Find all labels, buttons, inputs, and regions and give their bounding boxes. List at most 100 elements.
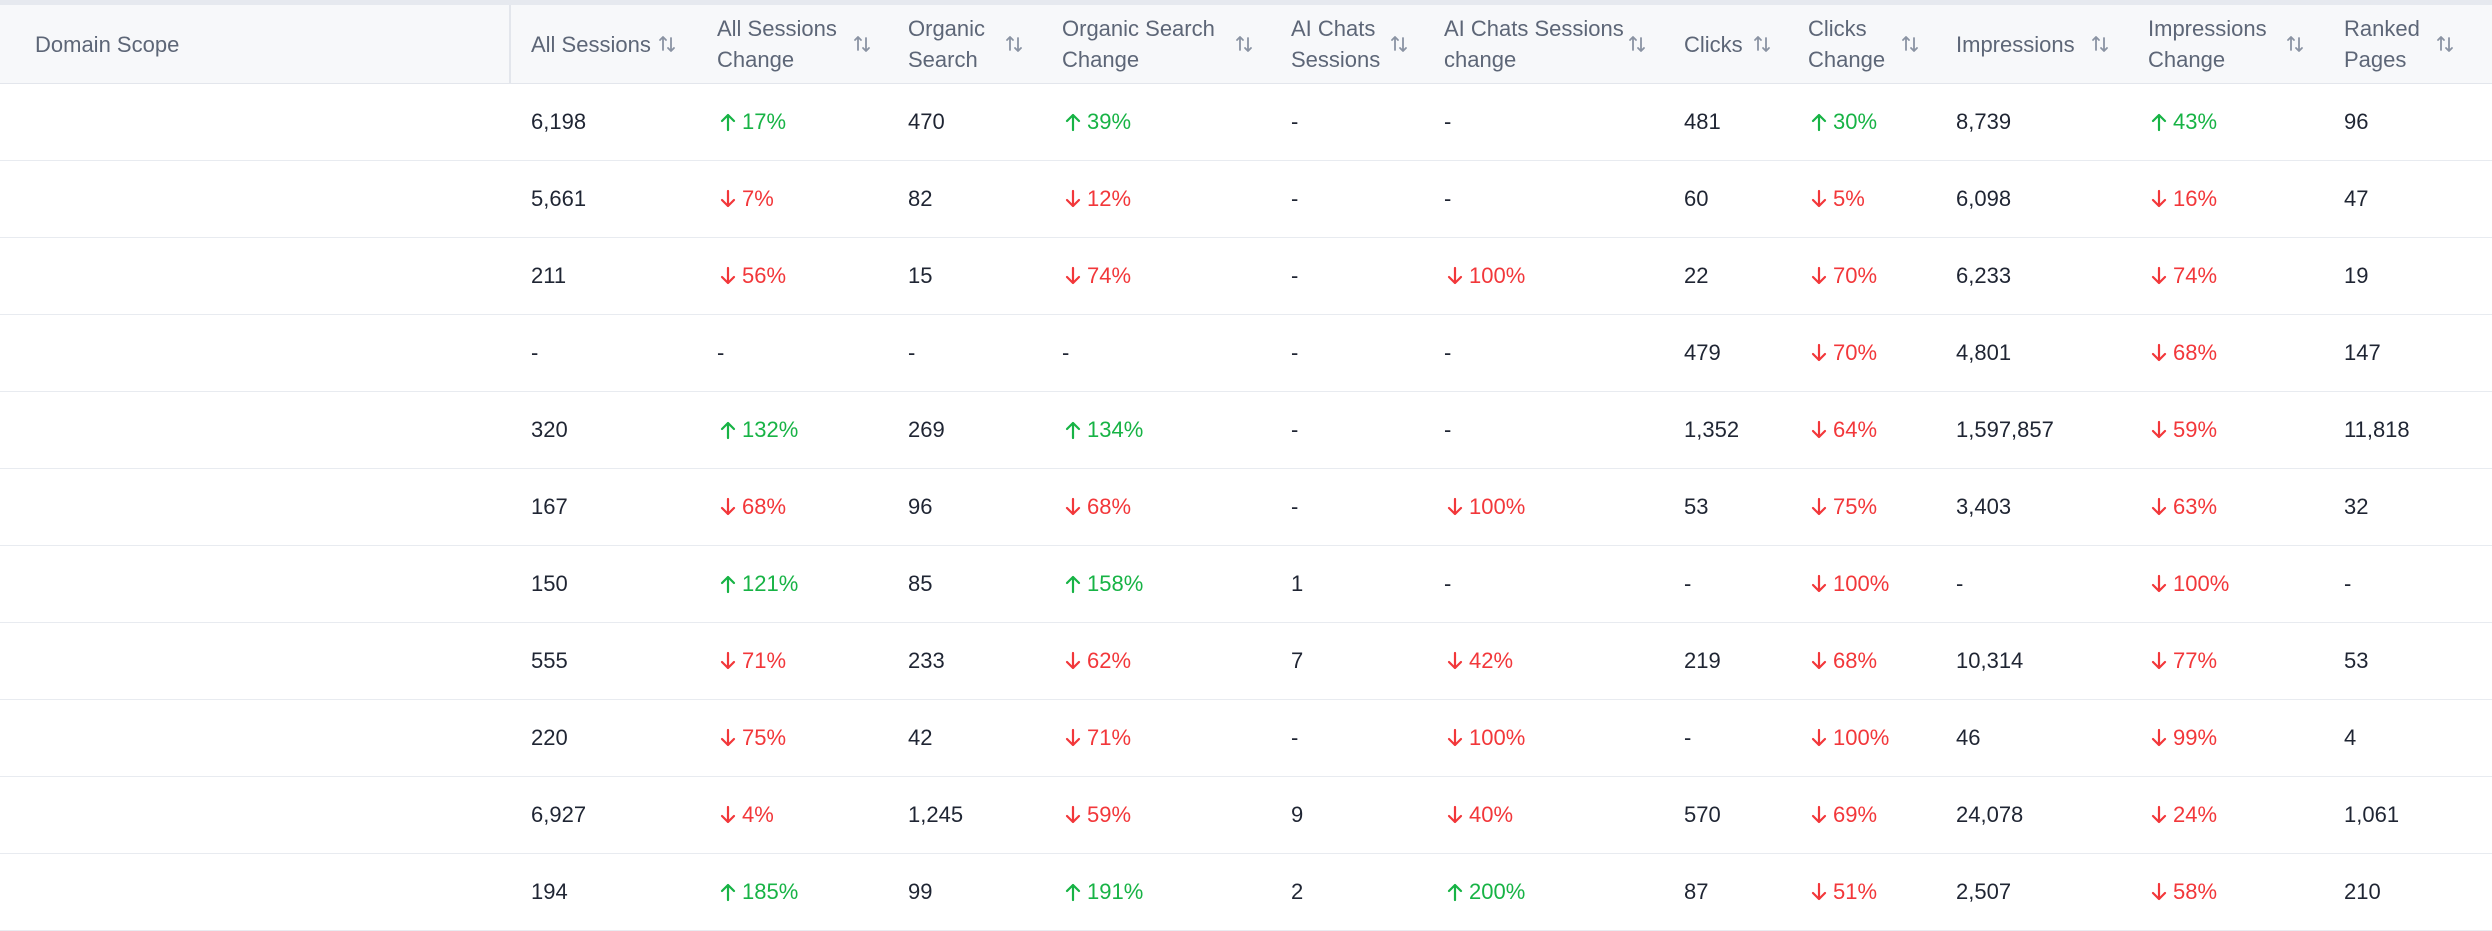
clicks-cell: - <box>1684 725 1692 750</box>
arrow-down-icon <box>717 650 742 672</box>
table-body: 6,198 17% 470 39% - - 481 30% 8,739 43% 96 5,661 7% 8… <box>0 84 2492 931</box>
sort-arrows-icon[interactable] <box>1899 33 1921 55</box>
change-value: 70% <box>1833 263 1878 288</box>
column-header-ranked-pages[interactable]: Ranked Pages <box>2344 5 2464 83</box>
clicks-change-cell: 100% <box>1808 700 1889 776</box>
table-row[interactable]: 5,661 7% 82 12% - - 60 5% 6,098 16% 47 <box>0 161 2492 238</box>
arrow-down-icon <box>2148 650 2173 672</box>
table-row[interactable]: 6,198 17% 470 39% - - 481 30% 8,739 43% 96 <box>0 84 2492 161</box>
column-header-clicks-change[interactable]: Clicks Change <box>1808 5 1918 83</box>
impressions-change-cell: 59% <box>2148 392 2217 468</box>
impressions-change-cell: 24% <box>2148 777 2217 853</box>
change-value: 17% <box>742 109 787 134</box>
column-header-organic-search-change[interactable]: Organic Search Change <box>1062 5 1242 83</box>
column-header-all-sessions[interactable]: All Sessions <box>531 5 661 83</box>
clicks-change-cell: 75% <box>1808 469 1877 545</box>
ai-chats-sessions-change-cell: 100% <box>1444 469 1525 545</box>
column-header-organic-search[interactable]: Organic Search <box>908 5 1008 83</box>
organic-search-change-cell: 134% <box>1062 392 1143 468</box>
ai-chats-sessions-cell: 7 <box>1291 648 1304 673</box>
column-header-label: Clicks <box>1684 31 1743 57</box>
table-row[interactable]: 220 75% 42 71% - 100% - 100% 46 99% 4 <box>0 700 2492 777</box>
arrow-down-icon <box>1444 496 1469 518</box>
change-value: 68% <box>742 494 787 519</box>
change-value: 191% <box>1087 879 1144 904</box>
ai-chats-sessions-change-cell: - <box>1444 571 1452 596</box>
table-header: Domain Scope All Sessions All Sessions Cha… <box>0 5 2492 84</box>
column-header-label: AI Chats Sessions <box>1291 16 1381 72</box>
ai-chats-sessions-cell: - <box>1291 417 1299 442</box>
change-value: 59% <box>2173 417 2218 442</box>
change-value: 63% <box>2173 494 2218 519</box>
change-value: 134% <box>1087 417 1144 442</box>
table-row[interactable]: 167 68% 96 68% - 100% 53 75% 3,403 63% 32 <box>0 469 2492 546</box>
all-sessions-cell: 6,927 <box>531 802 587 827</box>
change-value: 75% <box>742 725 787 750</box>
impressions-cell: 24,078 <box>1956 802 2024 827</box>
arrow-down-icon <box>717 188 742 210</box>
column-header-label: Ranked Pages <box>2344 16 2420 72</box>
ai-chats-sessions-change-cell: 200% <box>1444 854 1525 930</box>
ai-chats-sessions-change-cell: 100% <box>1444 238 1525 314</box>
change-value: 64% <box>1833 417 1878 442</box>
ai-chats-sessions-cell: 1 <box>1291 571 1304 596</box>
impressions-cell: 46 <box>1956 725 1981 750</box>
arrow-down-icon <box>1808 265 1833 287</box>
column-header-ai-chats-sessions-change[interactable]: AI Chats Sessions change <box>1444 5 1634 83</box>
clicks-change-cell: 69% <box>1808 777 1877 853</box>
table-row[interactable]: 211 56% 15 74% - 100% 22 70% 6,233 74% 19 <box>0 238 2492 315</box>
arrow-down-icon <box>2148 188 2173 210</box>
clicks-change-cell: 70% <box>1808 315 1877 391</box>
impressions-change-cell: 77% <box>2148 623 2217 699</box>
ranked-pages-cell: 147 <box>2344 340 2381 365</box>
all-sessions-cell: 194 <box>531 879 568 904</box>
table-row[interactable]: 6,927 4% 1,245 59% 9 40% 570 69% 24,078 24% 1,061 <box>0 777 2492 854</box>
column-header-impressions[interactable]: Impressions <box>1956 5 2096 83</box>
change-value: 74% <box>2173 263 2218 288</box>
sort-arrows-icon[interactable] <box>851 33 873 55</box>
organic-search-cell: 233 <box>908 648 945 673</box>
sort-arrows-icon[interactable] <box>2284 33 2306 55</box>
arrow-down-icon <box>1808 804 1833 826</box>
ai-chats-sessions-cell: - <box>1291 263 1299 288</box>
sort-arrows-icon[interactable] <box>2434 33 2456 55</box>
arrow-down-icon <box>1444 265 1469 287</box>
change-value: 30% <box>1833 109 1878 134</box>
sort-arrows-icon[interactable] <box>1388 33 1410 55</box>
ai-chats-sessions-cell: - <box>1291 109 1299 134</box>
change-value: 158% <box>1087 571 1144 596</box>
impressions-change-cell: 74% <box>2148 238 2217 314</box>
all-sessions-cell: 167 <box>531 494 568 519</box>
change-value: 69% <box>1833 802 1878 827</box>
change-value: 68% <box>1087 494 1132 519</box>
sort-arrows-icon[interactable] <box>1233 33 1255 55</box>
sort-arrows-icon[interactable] <box>656 33 678 55</box>
table-row[interactable]: 194 185% 99 191% 2 200% 87 51% 2,507 58% 210 <box>0 854 2492 931</box>
arrow-down-icon <box>1444 727 1469 749</box>
ranked-pages-cell: 96 <box>2344 109 2369 134</box>
sort-arrows-icon[interactable] <box>2089 33 2111 55</box>
column-header-label: All Sessions Change <box>717 16 837 72</box>
column-header-impressions-change[interactable]: Impressions Change <box>2148 5 2298 83</box>
sort-arrows-icon[interactable] <box>1003 33 1025 55</box>
column-header-all-sessions-change[interactable]: All Sessions Change <box>717 5 852 83</box>
table-row[interactable]: - - - - - - 479 70% 4,801 68% 147 <box>0 315 2492 392</box>
arrow-up-icon <box>717 111 742 133</box>
table-row[interactable]: 150 121% 85 158% 1 - - 100% - 100% - <box>0 546 2492 623</box>
sort-arrows-icon[interactable] <box>1751 33 1773 55</box>
sort-arrows-icon[interactable] <box>1626 33 1648 55</box>
organic-search-change-cell: 158% <box>1062 546 1143 622</box>
ranked-pages-cell: 11,818 <box>2344 417 2410 442</box>
ai-chats-sessions-change-cell: - <box>1444 340 1452 365</box>
table-row[interactable]: 555 71% 233 62% 7 42% 219 68% 10,314 77% 53 <box>0 623 2492 700</box>
organic-search-cell: 42 <box>908 725 933 750</box>
ai-chats-sessions-change-cell: 100% <box>1444 700 1525 776</box>
change-value: 71% <box>742 648 787 673</box>
arrow-down-icon <box>717 496 742 518</box>
column-header-clicks[interactable]: Clicks <box>1684 5 1774 83</box>
organic-search-change-cell: 59% <box>1062 777 1131 853</box>
ranked-pages-cell: - <box>2344 571 2352 596</box>
table-row[interactable]: 320 132% 269 134% - - 1,352 64% 1,597,857 59% 11,8… <box>0 392 2492 469</box>
impressions-cell: 10,314 <box>1956 648 2024 673</box>
column-header-ai-chats-sessions[interactable]: AI Chats Sessions <box>1291 5 1411 83</box>
